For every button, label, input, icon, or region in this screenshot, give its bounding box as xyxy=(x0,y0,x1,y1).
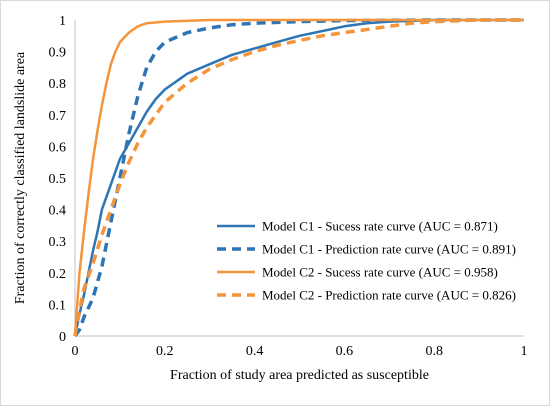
y-tick-label: 1 xyxy=(59,14,66,29)
legend-label: Model C1 - Prediction rate curve (AUC = … xyxy=(262,242,516,257)
y-tick-label: 0.8 xyxy=(49,77,67,92)
y-tick-label: 0.4 xyxy=(49,204,67,219)
legend-item: Model C1 - Sucess rate curve (AUC = 0.87… xyxy=(217,219,498,234)
x-tick-label: 0.8 xyxy=(425,344,443,359)
x-tick-label: 1 xyxy=(521,344,528,359)
series-line-4 xyxy=(73,18,524,337)
tick-labels: 0 0.2 0.4 0.6 0.8 1 0 0.1 0.2 0.3 0.4 0.5 0.6 0.7 0.8 0… xyxy=(49,14,528,359)
series-line-2 xyxy=(73,18,524,338)
y-tick-label: 0.5 xyxy=(49,172,67,187)
x-tick-label: 0 xyxy=(72,344,79,359)
y-tick-label: 0 xyxy=(59,330,66,345)
legend-item: Model C2 - Sucess rate curve (AUC = 0.95… xyxy=(217,265,498,280)
y-tick-label: 0.7 xyxy=(49,109,67,124)
x-axis-title: Fraction of study area predicted as susc… xyxy=(170,368,429,383)
y-axis-title: Fraction of correctly classified landsli… xyxy=(13,51,28,304)
y-tick-label: 0.2 xyxy=(49,267,67,282)
legend-item: Model C2 - Prediction rate curve (AUC = … xyxy=(217,288,516,303)
x-tick-label: 0.2 xyxy=(156,344,174,359)
axes xyxy=(74,20,524,337)
legend-label: Model C2 - Sucess rate curve (AUC = 0.95… xyxy=(262,265,498,280)
legend-label: Model C2 - Prediction rate curve (AUC = … xyxy=(262,288,516,303)
y-tick-label: 0.3 xyxy=(49,235,67,250)
series-lines xyxy=(73,18,524,338)
legend: Model C1 - Sucess rate curve (AUC = 0.87… xyxy=(217,219,516,303)
series-line-1 xyxy=(73,18,524,337)
legend-item: Model C1 - Prediction rate curve (AUC = … xyxy=(217,242,516,257)
y-tick-label: 0.9 xyxy=(49,46,67,61)
y-tick-label: 0.6 xyxy=(49,140,67,155)
x-tick-label: 0.6 xyxy=(336,344,354,359)
series-line-3 xyxy=(73,18,524,337)
y-tick-label: 0.1 xyxy=(49,298,67,313)
legend-label: Model C1 - Sucess rate curve (AUC = 0.87… xyxy=(262,219,498,234)
x-tick-label: 0.4 xyxy=(246,344,264,359)
